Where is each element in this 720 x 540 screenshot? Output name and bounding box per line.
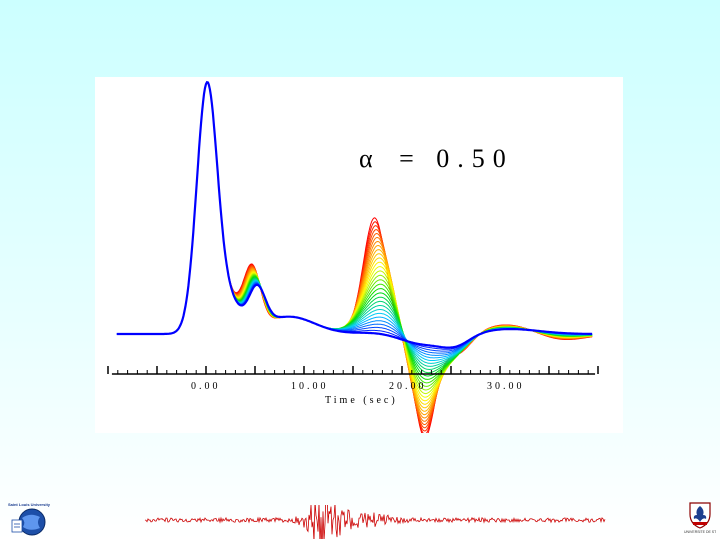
- waveform-curve-29: [116, 80, 593, 349]
- svg-text:α = 0.50: α = 0.50: [359, 144, 514, 173]
- waveform-chart: 0.00 10.00 20.00 30.00 Time (sec) α = 0.…: [107, 80, 599, 433]
- x-tick-label-10: 10.00: [291, 381, 329, 392]
- x-tick-label-30: 30.00: [487, 381, 525, 392]
- waveform-curve-12: [116, 81, 593, 398]
- waveform-curve-15: [116, 81, 593, 387]
- waveform-curve-3: [116, 81, 593, 429]
- logo-left-name: Saint Louis University: [7, 502, 50, 507]
- alpha-annotation: α = 0.50: [359, 144, 514, 173]
- waveform-curve-6: [116, 81, 593, 419]
- x-tick-labels: 0.00 10.00 20.00 30.00: [191, 381, 525, 392]
- university-logo-right: UNIVERSITE DE STRASBOURG: [684, 500, 716, 540]
- waveform-curve-16: [116, 81, 593, 384]
- university-logo-left: Saint Louis University: [6, 502, 52, 538]
- waveform-curve-5: [116, 81, 593, 422]
- waveform-curve-10: [116, 81, 593, 405]
- x-tick-label-0: 0.00: [191, 381, 221, 392]
- plot-panel: 0.00 10.00 20.00 30.00 Time (sec) α = 0.…: [95, 77, 623, 433]
- time-axis: [107, 366, 599, 375]
- waveform-curves: [116, 80, 593, 433]
- waveform-curve-2: [116, 81, 593, 432]
- crest-icon: [689, 502, 711, 529]
- globe-icon: [11, 508, 46, 536]
- waveform-curve-14: [116, 81, 593, 391]
- x-tick-label-20: 20.00: [389, 381, 427, 392]
- waveform-curve-7: [116, 81, 593, 416]
- waveform-curve-9: [116, 81, 593, 409]
- logo-right-name: UNIVERSITE DE STRASBOURG: [684, 530, 716, 534]
- waveform-curve-8: [116, 81, 593, 412]
- waveform-curve-11: [116, 81, 593, 402]
- waveform-curve-17: [116, 81, 593, 380]
- x-axis-label: Time (sec): [325, 395, 398, 406]
- alpha-symbol: α: [359, 144, 381, 173]
- waveform-curve-13: [116, 81, 593, 395]
- alpha-value: = 0.50: [399, 144, 514, 173]
- waveform-curve-4: [116, 81, 593, 426]
- seismogram-decoration: [144, 505, 606, 539]
